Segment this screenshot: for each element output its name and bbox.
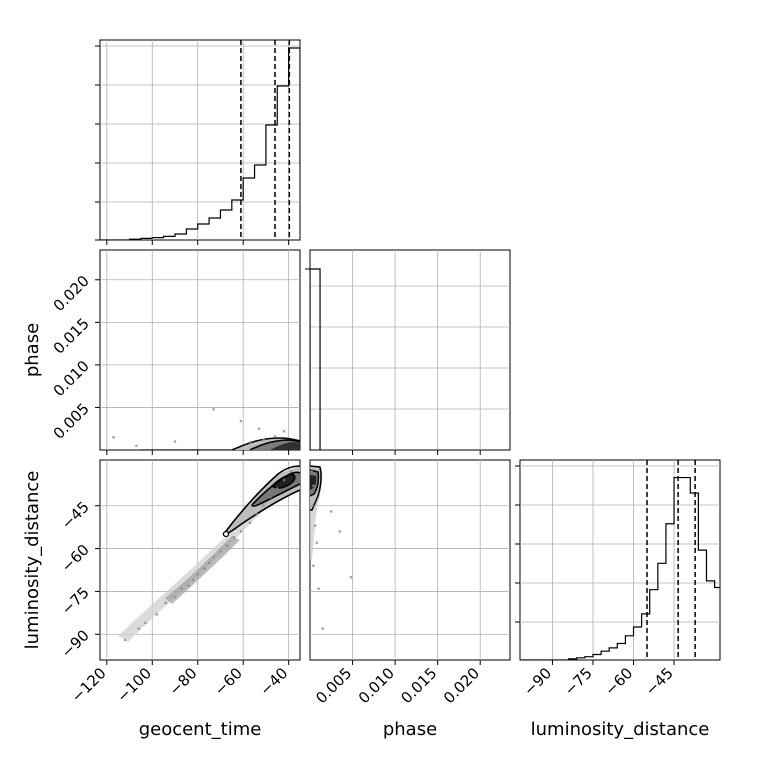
bl-xtick-label-2: −80 [165, 664, 200, 699]
bc-xtick-label-1: 0.010 [355, 664, 398, 707]
ml-point-8 [273, 435, 277, 438]
bc-xtick-label-0: 0.005 [312, 664, 355, 707]
bl-ytick-label-1: −75 [58, 584, 93, 619]
bl-xtick-label-4: −40 [256, 664, 291, 699]
bl-point-19 [262, 504, 265, 508]
bl-point-8 [191, 578, 195, 582]
bl-point-18 [255, 512, 259, 516]
bc-contour-line-mid [310, 469, 320, 497]
br-hist-step [520, 476, 720, 660]
ml-point-9 [282, 429, 286, 433]
bc-contour-line-outer [310, 465, 322, 511]
bl-ytick-label-2: −60 [58, 541, 93, 576]
tl-hist-step [100, 47, 300, 240]
ml-point-7 [262, 438, 265, 442]
bl-point-21 [275, 487, 279, 490]
ml-ytick-label-3: 0.020 [50, 272, 93, 315]
bl-ytick-label-0: −90 [58, 626, 93, 661]
bc-point-3 [313, 524, 317, 528]
br-xtick-label-2: −60 [601, 664, 636, 699]
panel-luminosity-distance-hist: −90 −75 −60 −45 [515, 459, 721, 699]
br-xtick-label-0: −90 [520, 664, 555, 699]
ml-point-2 [173, 440, 177, 443]
bc-point-4 [315, 541, 319, 545]
ml-point-0 [112, 435, 115, 439]
xlabel-luminosity-distance: luminosity_distance [531, 719, 710, 740]
bc-point-1 [312, 484, 315, 488]
bl-point-23 [289, 470, 293, 473]
bl-point-17 [248, 521, 252, 525]
ml-ytick-label-1: 0.010 [50, 357, 93, 400]
bl-point-22 [282, 478, 286, 482]
bc-point-2 [311, 504, 314, 508]
bl-point-3 [155, 612, 159, 616]
bl-point-14 [225, 544, 229, 548]
bl-point-16 [239, 530, 243, 533]
bl-point-15 [232, 535, 236, 539]
ml-ytick-label-2: 0.015 [50, 314, 93, 357]
bl-point-6 [180, 587, 184, 590]
bl-point-5 [173, 595, 177, 599]
ml-point-3 [212, 407, 215, 411]
panel-geocent-time-vs-luminosity-distance: −120 −100 −80 −60 −40 −90 −75 −60 −45 [58, 459, 301, 706]
ylabel-phase: phase [22, 323, 43, 377]
panel-phase-hist [305, 249, 511, 455]
ml-ytick-label-0: 0.005 [50, 400, 93, 443]
bc-point-7 [329, 510, 333, 513]
ml-point-6 [257, 427, 261, 431]
bl-xtick-label-0: −120 [68, 664, 110, 706]
ml-contour-fill-inner [270, 442, 300, 450]
bl-point-11 [207, 561, 211, 565]
bl-ytick-label-3: −45 [58, 498, 93, 533]
panel-geocent-time-hist [95, 39, 301, 245]
xlabel-phase: phase [383, 719, 437, 740]
bl-point-10 [203, 567, 206, 570]
bl-xtick-label-1: −100 [113, 664, 155, 706]
panel-phase-vs-luminosity-distance: 0.005 0.010 0.015 0.020 [309, 459, 511, 707]
bc-xtick-label-2: 0.015 [397, 664, 440, 707]
ml-contour-line-outer [231, 437, 300, 450]
bc-point-5 [312, 564, 315, 568]
bc-point-8 [338, 530, 342, 533]
xlabel-geocent-time: geocent_time [139, 719, 262, 740]
bl-point-1 [137, 627, 140, 630]
bc-contour-fill-inner [310, 475, 317, 490]
bl-point-20 [269, 495, 272, 499]
bl-point-9 [196, 572, 200, 576]
br-xtick-label-1: −75 [561, 664, 596, 699]
bc-point-0 [310, 470, 314, 473]
ml-point-5 [248, 441, 252, 444]
bl-contour-line-inner [270, 473, 296, 489]
bl-point-4 [164, 601, 168, 605]
bl-point-7 [187, 584, 190, 588]
mc-hist-bar-0 [310, 268, 321, 450]
br-xtick-label-3: −45 [642, 664, 677, 699]
ml-point-4 [239, 419, 243, 423]
bc-point-10 [321, 627, 325, 630]
bl-contour-tail-marker [222, 530, 230, 538]
ylabel-luminosity-distance: luminosity_distance [22, 471, 43, 650]
bl-point-13 [219, 550, 222, 553]
ml-contour-line-mid [249, 439, 300, 450]
bc-point-6 [317, 587, 320, 590]
bl-density-core [165, 536, 240, 604]
bl-point-2 [144, 621, 147, 625]
ml-point-1 [135, 444, 138, 448]
bc-xtick-label-3: 0.020 [440, 664, 483, 707]
bl-point-0 [123, 638, 127, 642]
bc-point-9 [349, 575, 353, 579]
bl-point-12 [212, 555, 215, 559]
bl-xtick-label-3: −60 [211, 664, 246, 699]
